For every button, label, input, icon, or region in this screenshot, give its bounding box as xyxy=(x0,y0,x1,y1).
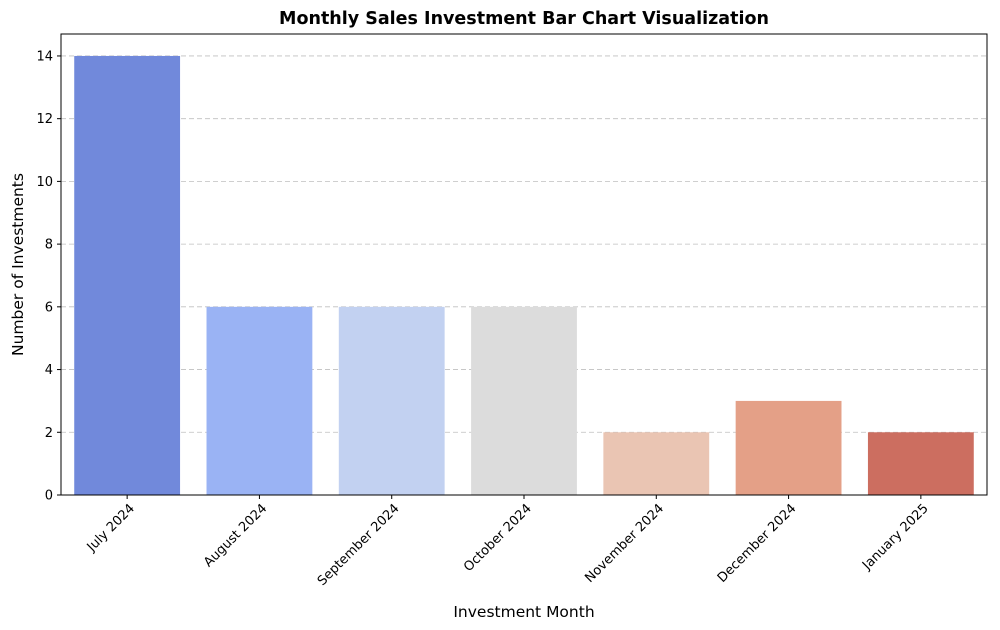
y-tick-label: 6 xyxy=(45,300,53,315)
y-tick-label: 10 xyxy=(36,175,53,190)
x-tick-label: October 2024 xyxy=(461,501,535,575)
y-tick-label: 4 xyxy=(45,363,53,378)
x-tick-label: November 2024 xyxy=(582,501,667,586)
y-axis-ticks: 0 2 4 6 8 10 12 14 xyxy=(36,49,61,504)
bar xyxy=(471,306,577,495)
y-tick-label: 2 xyxy=(45,426,53,441)
x-tick-label: December 2024 xyxy=(715,501,800,586)
y-tick-label: 0 xyxy=(45,489,53,504)
y-tick-label: 8 xyxy=(45,238,53,253)
x-tick-label: July 2024 xyxy=(84,501,138,555)
y-axis-label: Number of Investments xyxy=(9,173,27,356)
bar xyxy=(338,306,445,495)
x-axis-label: Investment Month xyxy=(453,603,594,621)
y-tick-label: 14 xyxy=(36,49,53,64)
bar xyxy=(74,55,181,495)
chart-title: Monthly Sales Investment Bar Chart Visua… xyxy=(279,9,769,29)
x-axis-ticks: July 2024 August 2024 September 2024 Octobe… xyxy=(84,495,932,589)
bar xyxy=(735,400,842,495)
x-tick-label: January 2025 xyxy=(859,501,931,573)
x-tick-label: September 2024 xyxy=(315,501,403,589)
bar xyxy=(867,432,974,495)
y-tick-label: 12 xyxy=(36,112,53,127)
x-tick-label: August 2024 xyxy=(201,501,270,570)
bars xyxy=(74,55,974,495)
bar xyxy=(603,432,710,495)
bar xyxy=(206,306,313,495)
